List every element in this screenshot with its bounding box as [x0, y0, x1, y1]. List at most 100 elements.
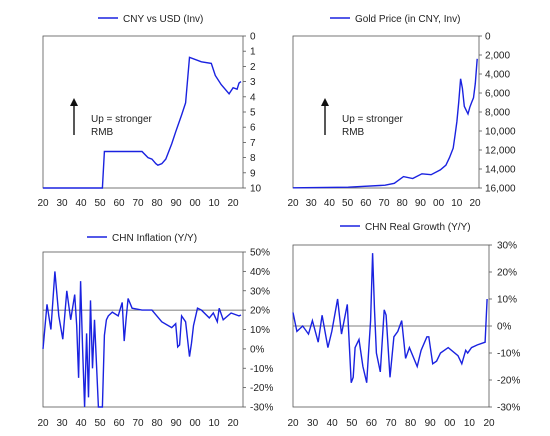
x-tick-label: 80: [397, 198, 409, 209]
y-tick-label: 6: [250, 123, 256, 134]
y-axis: 0 1 2 3 4 5 6 7 8 9 10: [243, 32, 262, 195]
x-tick-label: 40: [75, 418, 87, 429]
x-tick-label: 80: [405, 418, 417, 429]
annotation-line-2: RMB: [342, 127, 365, 138]
x-tick-label: 10: [208, 198, 220, 209]
y-tick-label: 0%: [497, 322, 512, 333]
plot-area: [292, 35, 480, 189]
x-tick-label: 20: [287, 418, 299, 429]
annotation-line-2: RMB: [91, 127, 114, 138]
y-tick-label: 20%: [497, 268, 517, 279]
x-tick-label: 00: [444, 418, 456, 429]
annotation-line-1: Up = stronger: [342, 114, 404, 125]
y-tick-label: 9: [250, 168, 256, 179]
x-tick-label: 60: [360, 198, 372, 209]
y-tick-label: 4,000: [485, 70, 510, 81]
y-tick-label: 1: [250, 47, 256, 58]
x-tick-label: 50: [94, 418, 106, 429]
y-tick-label: 4: [250, 92, 256, 103]
x-tick-label: 70: [378, 198, 390, 209]
x-tick-label: 10: [208, 418, 220, 429]
x-tick-label: 40: [75, 198, 87, 209]
y-tick-label: -20%: [250, 383, 273, 394]
legend-label: CHN Real Growth (Y/Y): [365, 222, 471, 233]
y-tick-label: 5: [250, 108, 256, 119]
plot-area: [42, 35, 244, 189]
y-tick-label: 10%: [250, 325, 270, 336]
x-axis: 20 30 40 50 60 70 80 90 00 10 20: [37, 309, 243, 429]
y-tick-label: 0: [250, 32, 256, 43]
x-tick-label: 40: [327, 418, 339, 429]
x-tick-label: 90: [425, 418, 437, 429]
x-tick-label: 50: [342, 198, 354, 209]
up-arrow-icon: [70, 98, 78, 135]
x-tick-label: 20: [37, 418, 49, 429]
annotation-line-1: Up = stronger: [91, 114, 153, 125]
y-tick-label: 6,000: [485, 89, 510, 100]
y-tick-label: 3: [250, 77, 256, 88]
panel-gold-price: Gold Price (in CNY, Inv) 0 2,000 4,000 6,00…: [287, 14, 516, 209]
y-tick-label: 10,000: [485, 127, 516, 138]
legend-label: Gold Price (in CNY, Inv): [355, 14, 460, 25]
x-tick-label: 50: [94, 198, 106, 209]
y-tick-label: 16,000: [485, 184, 516, 195]
x-tick-label: 00: [189, 198, 201, 209]
y-tick-label: -30%: [250, 403, 273, 414]
y-tick-label: 0: [485, 32, 491, 43]
x-tick-label: 10: [451, 198, 463, 209]
x-tick-label: 80: [151, 418, 163, 429]
y-tick-label: 50%: [250, 248, 270, 259]
y-tick-label: 7: [250, 138, 256, 149]
x-tick-label: 70: [132, 418, 144, 429]
x-tick-label: 20: [483, 418, 495, 429]
legend-label: CHN Inflation (Y/Y): [112, 233, 197, 244]
x-tick-label: 70: [385, 418, 397, 429]
y-tick-label: -10%: [250, 364, 273, 375]
x-axis: 20 30 40 50 60 70 80 90 00 10 20: [37, 198, 239, 209]
x-tick-label: 30: [306, 198, 318, 209]
series-line: [292, 253, 488, 383]
y-tick-label: 10%: [497, 295, 517, 306]
y-axis: 0 2,000 4,000 6,000 8,000 10,000 12,000 14,000 1…: [479, 32, 516, 195]
x-tick-label: 60: [113, 418, 125, 429]
y-tick-label: 8,000: [485, 108, 510, 119]
panel-chn-real-growth: CHN Real Growth (Y/Y) 30% 20% 10% 0% -10% -20…: [287, 222, 520, 429]
series-line: [292, 58, 478, 189]
panel-chn-inflation: CHN Inflation (Y/Y) 50% 40% 30% 20% 10% 0% -10…: [37, 233, 273, 429]
up-arrow-icon: [321, 98, 329, 135]
series-line: [43, 56, 242, 189]
x-tick-label: 00: [189, 418, 201, 429]
x-tick-label: 90: [170, 198, 182, 209]
y-tick-label: 2,000: [485, 51, 510, 62]
y-tick-label: 14,000: [485, 165, 516, 176]
x-tick-label: 40: [324, 198, 336, 209]
series-line: [42, 271, 242, 408]
x-tick-label: 60: [113, 198, 125, 209]
x-tick-label: 00: [433, 198, 445, 209]
x-tick-label: 20: [287, 198, 299, 209]
panel-cny-vs-usd: CNY vs USD (Inv) 0 1 2 3 4 5 6 7 8 9 10 20 30 40 50 60…: [37, 14, 261, 209]
plot-area: [42, 251, 244, 408]
y-tick-label: 20%: [250, 306, 270, 317]
x-tick-label: 20: [469, 198, 481, 209]
x-axis: 20 30 40 50 60 70 80 90 00 10 20: [287, 198, 481, 209]
x-tick-label: 10: [464, 418, 476, 429]
y-tick-label: 40%: [250, 267, 270, 278]
y-tick-label: 0%: [250, 344, 265, 355]
x-tick-label: 20: [37, 198, 49, 209]
x-tick-label: 70: [132, 198, 144, 209]
y-tick-label: -10%: [497, 349, 520, 360]
x-tick-label: 90: [170, 418, 182, 429]
x-tick-label: 20: [227, 198, 239, 209]
x-axis: 20 30 40 50 60 70 80 90 00 10 20: [287, 325, 495, 429]
x-tick-label: 90: [415, 198, 427, 209]
y-tick-label: -20%: [497, 376, 520, 387]
x-tick-label: 30: [56, 198, 68, 209]
y-tick-label: 8: [250, 153, 256, 164]
x-tick-label: 80: [151, 198, 163, 209]
x-tick-label: 60: [366, 418, 378, 429]
x-tick-label: 30: [56, 418, 68, 429]
y-tick-label: -30%: [497, 403, 520, 414]
y-tick-label: 30%: [250, 286, 270, 297]
y-axis: 50% 40% 30% 20% 10% 0% -10% -20% -30%: [243, 248, 273, 414]
